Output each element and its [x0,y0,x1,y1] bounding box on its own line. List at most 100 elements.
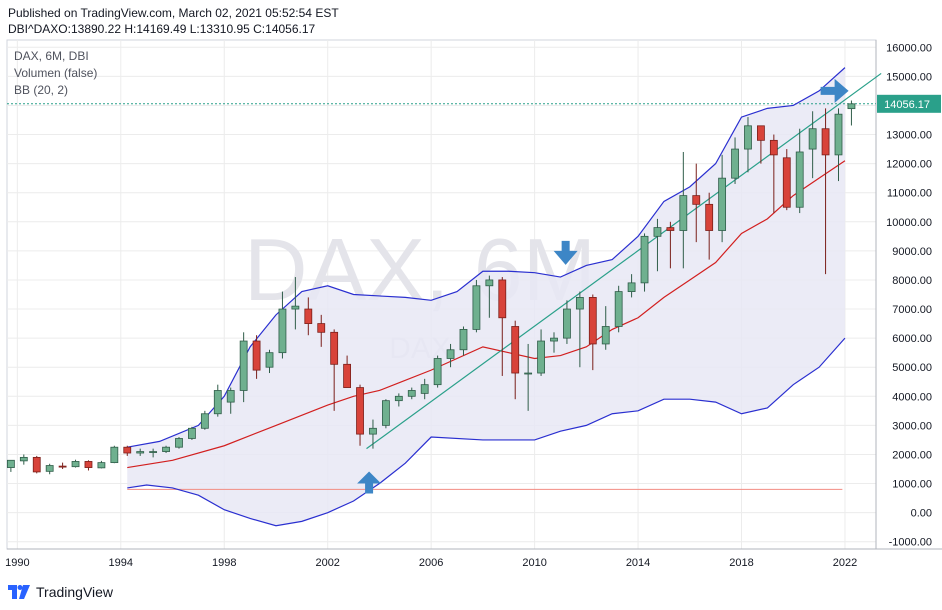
candle [782,149,791,211]
y-tick-label: 4000.00 [892,391,932,403]
candle [84,460,93,471]
candle-body-up [537,340,545,374]
y-tick-label: 11000.00 [887,188,932,200]
y-tick-label: 0.00 [911,508,932,520]
candle [511,320,520,400]
candle-body-up [71,461,80,468]
legend-line2: Volumen (false) [14,66,97,80]
candle [136,448,145,456]
candle [317,314,326,347]
candle-body-up [627,282,636,292]
candle-body-up [175,438,183,448]
candle-body-down [666,227,675,231]
candle-body-down [511,326,520,374]
candle [394,393,403,407]
y-tick-label: 9000.00 [892,246,932,258]
candle [433,355,442,388]
candle-body-down [84,461,93,468]
candle-body-up [550,337,558,342]
candle-body-up [136,451,145,454]
candle-body-down [692,195,701,205]
candle-body-up [744,125,752,150]
y-tick-label: 13000.00 [886,130,932,142]
candle-body-down [769,139,778,156]
candle-body-down [782,157,791,208]
candle-body-up [808,128,817,150]
candle-body-up [472,285,481,330]
candle-body-up [226,390,235,403]
candle-body-up [795,151,804,208]
y-tick-label: 5000.00 [892,362,932,374]
candle [795,128,804,214]
candle [666,221,675,269]
x-tick-label: 2010 [522,557,546,569]
candle [588,294,597,371]
candle-body-down [317,323,326,333]
candle-body-down [498,279,507,319]
candle-body-up [485,279,494,287]
candle [356,384,364,446]
candle-body-down [356,387,364,435]
candle-body-up [446,349,455,359]
candle-body-up [239,340,248,391]
candle-body-down [32,456,41,473]
candle [110,445,119,464]
candle-body-up [459,329,468,351]
candle-body-up [45,465,54,472]
x-tick-label: 2014 [626,557,650,569]
candle [149,448,158,458]
candle [291,277,300,330]
legend-line1: DAX, 6M, DBI [14,49,89,63]
y-tick-label: 6000.00 [892,333,932,345]
candle-body-up [575,297,584,310]
candle-body-down [58,465,67,468]
candle-body-up [369,427,377,435]
candle-body-up [834,113,843,156]
candle-body-up [847,103,856,110]
arrow-right [820,78,849,103]
bb-basis-line [127,160,846,469]
y-tick-label: 12000.00 [886,159,932,171]
candle [45,463,54,475]
candle [213,384,222,417]
x-tick-label: 2022 [833,557,857,569]
candle [769,134,778,214]
candle [58,462,67,470]
candle-body-down [821,128,830,156]
candle-body-down [588,297,597,345]
candle [252,335,261,379]
bb-upper-line [127,67,846,448]
candle-body-up [601,326,610,345]
candle [692,163,701,243]
candle [640,233,649,292]
y-tick-label: 8000.00 [892,275,932,287]
candle [369,419,377,449]
candle [744,117,752,173]
candle [278,291,287,359]
candle [821,108,830,275]
candle [407,387,416,400]
tradingview-logo[interactable]: TradingView [8,582,113,602]
candle-body-up [149,451,158,453]
candle-body-down [304,308,313,324]
candle [627,274,636,298]
candle [847,100,856,126]
candle [601,306,610,350]
candle-body-up [407,390,416,397]
tradingview-brand: TradingView [36,584,114,600]
candle [162,445,170,454]
candle-body-up [200,413,209,429]
candle [550,332,558,353]
y-tick-label: 7000.00 [892,304,932,316]
candle [200,410,209,430]
candle [731,137,739,184]
last-price-badge [877,94,941,113]
candle-body-up [97,462,106,469]
candle [614,285,623,333]
trendline [366,72,882,450]
candle-body-up [653,227,662,237]
y-tick-label: 3000.00 [892,420,932,432]
y-tick-label: 1000.00 [892,479,932,491]
arrow-down [553,240,578,265]
